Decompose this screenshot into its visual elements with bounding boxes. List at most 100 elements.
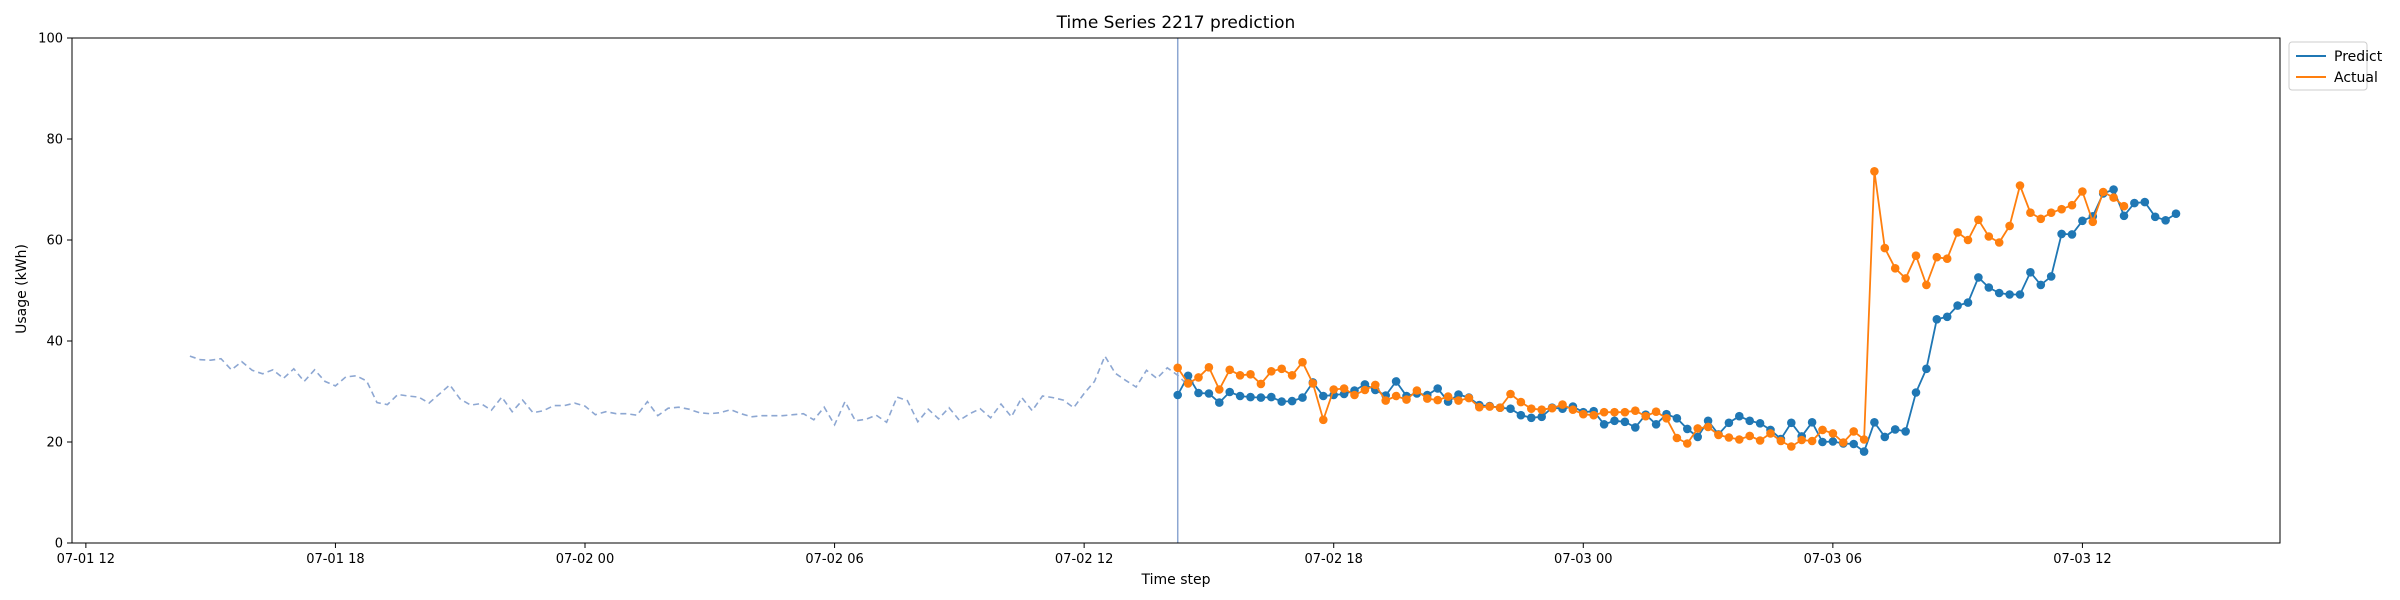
predict-point (1620, 417, 1630, 427)
actual-point (1183, 379, 1193, 388)
actual-point (1610, 407, 1619, 417)
actual-point (2005, 221, 2014, 231)
actual-point (2109, 193, 2118, 202)
actual-point (1662, 414, 1671, 423)
actual-point (1277, 364, 1286, 374)
predict-point (1506, 404, 1515, 414)
actual-point (1235, 371, 1245, 380)
actual-point (2057, 204, 2066, 214)
actual-point (2046, 208, 2056, 217)
predict-point (1849, 439, 1858, 449)
actual-point (2088, 217, 2098, 227)
actual-point (1807, 436, 1817, 446)
predict-point (2171, 209, 2181, 218)
predict-point (1735, 411, 1744, 421)
predict-point (1537, 412, 1546, 422)
actual-point (1495, 403, 1505, 413)
predict-point (1672, 414, 1682, 423)
predict-point (1787, 418, 1796, 428)
actual-point (1246, 370, 1255, 379)
x-tick-label: 07-02 06 (805, 552, 863, 567)
x-tick-label: 07-02 18 (1304, 552, 1362, 567)
actual-point (1766, 429, 1775, 438)
actual-point (1745, 431, 1754, 441)
predict-point (1516, 410, 1526, 420)
predict-point (1599, 420, 1609, 429)
actual-point (1787, 442, 1796, 451)
predict-point (1683, 424, 1692, 434)
actual-point (1859, 435, 1869, 444)
predict-point (2005, 290, 2014, 299)
actual-point (1568, 405, 1578, 415)
y-tick-label: 0 (55, 537, 63, 552)
legend-actual-label: Actual (2334, 70, 2378, 86)
actual-point (1589, 410, 1598, 420)
actual-point (1433, 395, 1442, 405)
actual-point (1631, 406, 1640, 416)
actual-point (1932, 252, 1942, 262)
actual-point (1391, 391, 1401, 401)
actual-point (1755, 436, 1765, 445)
actual-point (1994, 238, 2004, 247)
predict-point (2057, 229, 2066, 239)
actual-series-line (1176, 171, 2125, 448)
actual-point (2098, 187, 2108, 197)
predict-point (1267, 392, 1276, 402)
predict-point (1527, 413, 1536, 423)
actual-point (1776, 436, 1786, 446)
legend: Predict Actual (2288, 41, 2383, 91)
predict-point (1454, 390, 1463, 399)
actual-point (2015, 181, 2025, 190)
actual-point (1911, 251, 1921, 260)
actual-point (1953, 228, 1962, 237)
actual-point (2078, 187, 2087, 196)
predict-point (1319, 391, 1328, 401)
y-tick-label: 60 (46, 234, 63, 249)
predict-point (1984, 283, 1994, 292)
predict-point (1818, 437, 1827, 447)
actual-point (1620, 407, 1630, 417)
predict-point (1215, 398, 1224, 407)
y-tick-label: 20 (46, 436, 63, 451)
predict-point (2119, 211, 2129, 221)
x-axis-title: Time step (1141, 572, 1211, 588)
history-line (189, 354, 1199, 427)
predict-point (1724, 418, 1734, 428)
actual-point (1922, 280, 1931, 290)
actual-point (1797, 435, 1806, 445)
x-tick-label: 07-01 18 (306, 552, 364, 567)
predict-point (2150, 212, 2160, 222)
actual-point (1350, 390, 1359, 400)
actual-point (1984, 232, 1994, 241)
predict-series-line (1176, 188, 2177, 454)
actual-point (1256, 379, 1266, 389)
predict-point (2067, 230, 2077, 239)
predict-point (1963, 298, 1973, 307)
actual-point (1942, 254, 1952, 263)
x-tick-label: 07-02 12 (1055, 552, 1113, 567)
plot-frame (71, 37, 2281, 544)
predict-point (2046, 272, 2056, 281)
predict-point (1974, 273, 1983, 282)
actual-point (1870, 167, 1879, 176)
actual-point (1475, 402, 1484, 412)
actual-point (1194, 373, 1203, 382)
actual-point (1880, 243, 1890, 253)
predict-point (2161, 216, 2170, 225)
x-tick-label: 07-02 00 (556, 552, 614, 567)
predict-point (1173, 390, 1182, 400)
actual-point (1599, 407, 1609, 417)
actual-point (1454, 396, 1463, 405)
actual-point (1558, 400, 1567, 409)
predict-point (1235, 391, 1245, 401)
actual-point (1423, 394, 1432, 403)
predict-point (1901, 427, 1910, 436)
predict-point (1859, 447, 1869, 456)
predict-point (1870, 418, 1879, 427)
actual-point (1485, 402, 1494, 411)
predict-point (2036, 280, 2046, 290)
predict-point (1693, 432, 1702, 442)
actual-point (1339, 384, 1349, 393)
x-tick-label: 07-03 00 (1554, 552, 1612, 567)
